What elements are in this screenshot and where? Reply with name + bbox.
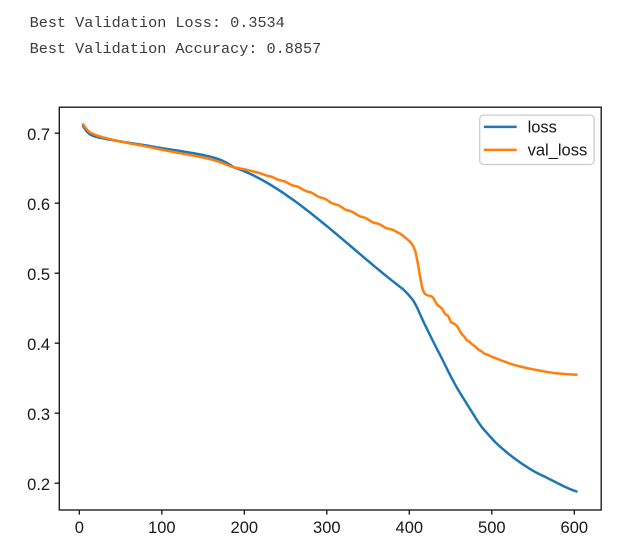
svg-text:0.3: 0.3 <box>27 406 50 424</box>
svg-text:100: 100 <box>148 519 176 537</box>
svg-text:loss: loss <box>528 118 557 136</box>
svg-text:0.6: 0.6 <box>27 196 50 214</box>
svg-text:val_loss: val_loss <box>528 141 588 159</box>
svg-text:300: 300 <box>313 519 341 537</box>
svg-text:400: 400 <box>396 519 424 537</box>
svg-text:500: 500 <box>478 519 506 537</box>
svg-text:0.4: 0.4 <box>27 336 50 354</box>
svg-text:0.7: 0.7 <box>27 126 50 144</box>
svg-text:200: 200 <box>231 519 259 537</box>
svg-text:0.2: 0.2 <box>27 476 50 494</box>
svg-text:0.5: 0.5 <box>27 266 50 284</box>
svg-text:0: 0 <box>75 519 84 537</box>
svg-text:600: 600 <box>561 519 589 537</box>
